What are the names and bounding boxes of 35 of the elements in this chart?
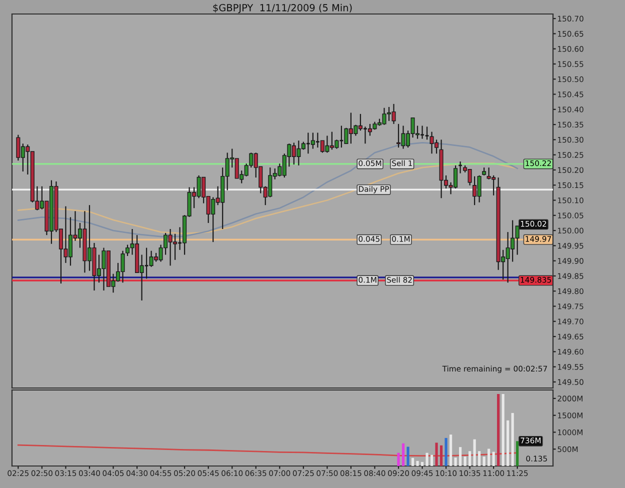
- bar: [516, 441, 519, 466]
- bar: [473, 439, 476, 466]
- bar: [497, 394, 500, 466]
- bar: [411, 458, 414, 466]
- bar: [406, 446, 410, 466]
- line-series: [17, 444, 518, 457]
- bar: [426, 452, 428, 466]
- bar: [454, 458, 457, 466]
- bar: [402, 443, 405, 466]
- line-series: [17, 142, 518, 238]
- bar: [482, 456, 486, 466]
- bar: [506, 420, 510, 466]
- bar: [430, 454, 434, 466]
- bar: [444, 438, 448, 466]
- bar: [420, 462, 424, 466]
- bar: [458, 447, 462, 466]
- bar: [464, 456, 466, 466]
- candlestick: [362, 126, 368, 144]
- bar: [468, 451, 472, 466]
- bar: [397, 452, 400, 466]
- bar: [449, 434, 452, 466]
- bar: [492, 452, 495, 466]
- bar: [488, 448, 490, 466]
- bar: [435, 442, 438, 466]
- bar: [416, 460, 419, 466]
- candlestick: [424, 126, 430, 140]
- bar: [478, 451, 481, 466]
- candlestick: [306, 132, 311, 154]
- candlestick: [420, 125, 425, 140]
- chart-title: $GBPJPY 11/11/2009 (5 Min): [213, 4, 352, 14]
- bar: [440, 445, 443, 466]
- bar: [502, 394, 504, 466]
- candlestick: [458, 160, 463, 174]
- candlestick: [315, 132, 320, 148]
- bar: [511, 412, 514, 466]
